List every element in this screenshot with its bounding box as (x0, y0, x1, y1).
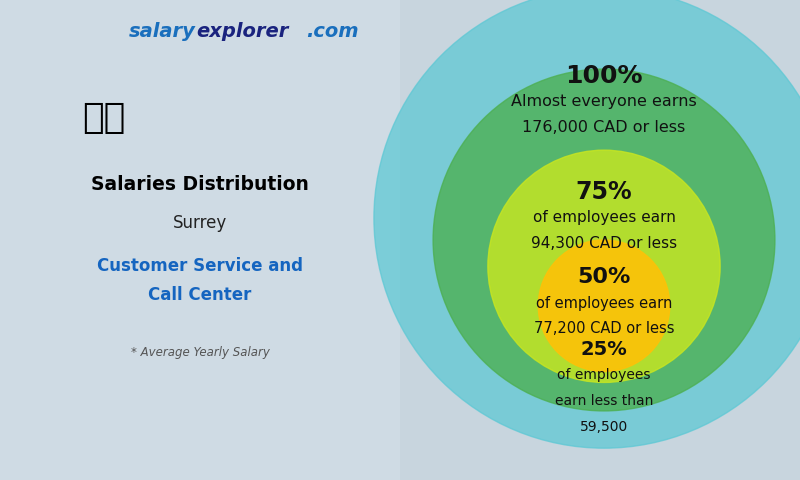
Text: 75%: 75% (576, 180, 632, 204)
Text: salary: salary (129, 22, 196, 41)
Text: earn less than: earn less than (555, 394, 653, 408)
Text: .com: .com (306, 22, 359, 41)
Text: Almost everyone earns: Almost everyone earns (511, 94, 697, 109)
Circle shape (538, 240, 670, 372)
Text: 176,000 CAD or less: 176,000 CAD or less (522, 120, 686, 135)
Text: of employees earn: of employees earn (536, 296, 672, 311)
Circle shape (374, 0, 800, 448)
Text: of employees earn: of employees earn (533, 210, 675, 225)
Text: Surrey: Surrey (173, 214, 227, 232)
Circle shape (433, 69, 775, 411)
Text: 59,500: 59,500 (580, 420, 628, 434)
Text: 🇨🇦: 🇨🇦 (82, 101, 126, 134)
Circle shape (488, 150, 720, 383)
Text: 100%: 100% (566, 64, 642, 88)
Bar (0, 0, 400, 480)
Text: 25%: 25% (581, 340, 627, 359)
Text: of employees: of employees (558, 369, 650, 383)
Text: 50%: 50% (578, 267, 630, 287)
Text: Salaries Distribution: Salaries Distribution (91, 175, 309, 194)
Text: 94,300 CAD or less: 94,300 CAD or less (531, 236, 677, 251)
Text: 77,200 CAD or less: 77,200 CAD or less (534, 322, 674, 336)
Text: explorer: explorer (196, 22, 288, 41)
Text: Call Center: Call Center (148, 286, 252, 304)
Text: Customer Service and: Customer Service and (97, 257, 303, 276)
Text: * Average Yearly Salary: * Average Yearly Salary (130, 346, 270, 360)
